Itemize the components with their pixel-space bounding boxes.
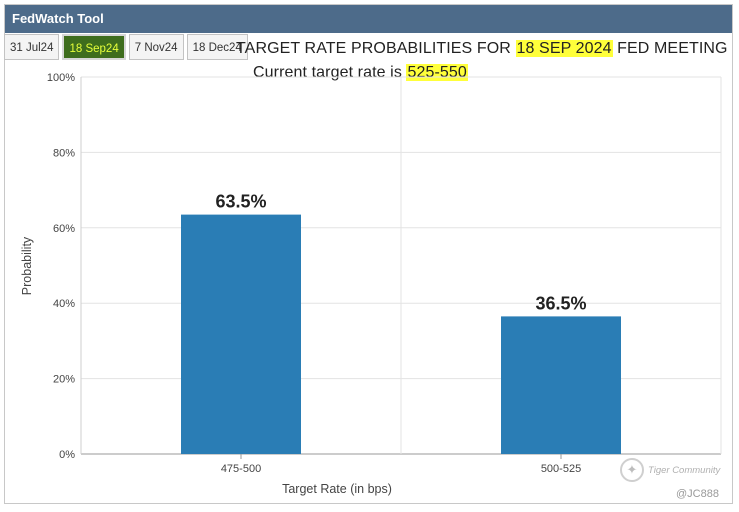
- bar-500-525: [501, 316, 621, 454]
- y-tick-label: 40%: [53, 298, 75, 310]
- bar-475-500: [181, 214, 301, 454]
- x-axis-title: Target Rate (in bps): [282, 482, 392, 496]
- y-tick-label: 60%: [53, 223, 75, 235]
- tab-7-nov24[interactable]: 7 Nov24: [128, 34, 184, 60]
- y-tick-label: 100%: [47, 72, 75, 84]
- y-tick-label: 0%: [59, 449, 75, 461]
- chart-title-prefix: TARGET RATE PROBABILITIES FOR: [236, 40, 516, 57]
- chart-title-suffix: FED MEETING: [612, 40, 728, 57]
- tab-18-sep24[interactable]: 18 Sep24: [62, 34, 126, 60]
- fedwatch-panel: FedWatch Tool: [4, 4, 733, 504]
- tab-31-jul24[interactable]: 31 Jul24: [4, 34, 60, 60]
- y-tick-label: 20%: [53, 374, 75, 386]
- y-tick-label: 80%: [53, 147, 75, 159]
- watermark-text: Tiger Community: [648, 464, 721, 476]
- data-label: 63.5%: [215, 192, 266, 212]
- author-handle: @JC888: [676, 488, 719, 500]
- data-label: 36.5%: [535, 293, 586, 313]
- x-tick-label: 500-525: [541, 463, 581, 475]
- window-title: FedWatch Tool: [5, 5, 732, 33]
- watermark: ✦ Tiger Community: [620, 458, 720, 482]
- tiger-logo-icon: ✦: [620, 458, 644, 482]
- meeting-date-highlight: 18 SEP 2024: [515, 40, 613, 57]
- meeting-tabs: 31 Jul24 18 Sep24 7 Nov24 18 Dec24: [4, 34, 248, 60]
- chart-title: TARGET RATE PROBABILITIES FOR 18 SEP 202…: [236, 40, 728, 58]
- x-tick-label: 475-500: [221, 463, 261, 475]
- tab-18-dec24[interactable]: 18 Dec24: [186, 34, 248, 60]
- y-axis-title: Probability: [20, 236, 34, 295]
